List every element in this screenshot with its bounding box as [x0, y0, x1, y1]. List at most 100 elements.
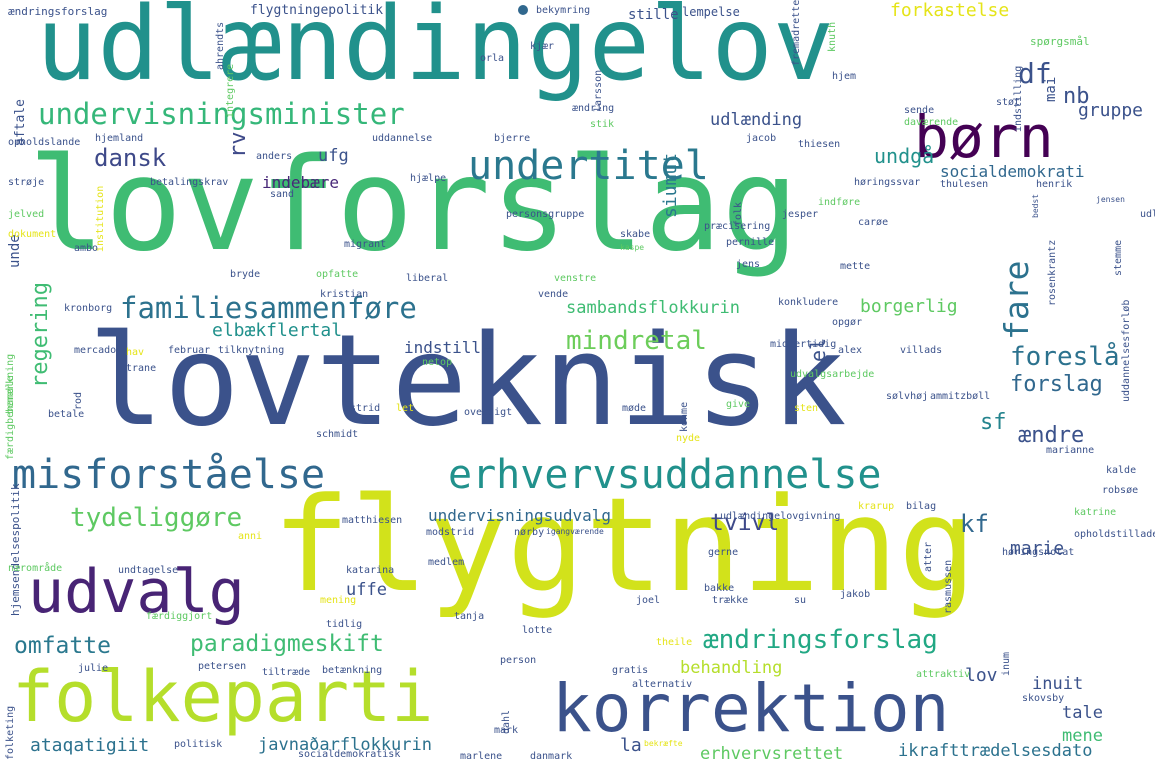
word: gratis	[612, 665, 649, 676]
word: anders	[256, 151, 293, 162]
word: jacob	[746, 133, 777, 144]
word: bjerre	[494, 133, 531, 144]
word: stemme	[1113, 239, 1124, 276]
word: gerne	[708, 547, 739, 558]
word: venstre	[554, 273, 597, 284]
word: df	[1018, 57, 1052, 90]
word: opfatte	[316, 269, 359, 280]
word: sten	[794, 403, 819, 414]
word: rod	[73, 391, 84, 410]
word: behandling	[680, 658, 783, 678]
word: flygtningepolitik	[250, 3, 384, 18]
word: orla	[480, 53, 505, 64]
word: nb	[1063, 84, 1090, 109]
word: theile	[656, 637, 693, 648]
word: tidlig	[326, 619, 363, 630]
word: mette	[840, 261, 871, 272]
word: socialdemokratisk	[298, 749, 401, 760]
word: give	[726, 399, 751, 410]
word: jesper	[782, 209, 819, 220]
word: ikrafttrædelsesdato	[898, 741, 1093, 761]
word: marianne	[1046, 445, 1095, 456]
word: midlertidig	[770, 339, 837, 350]
word: ahrendts	[215, 21, 226, 70]
word: javnaðarflokkurin	[258, 735, 432, 755]
word: bilag	[906, 501, 937, 512]
word: marie	[1010, 538, 1065, 559]
word: bryde	[230, 269, 261, 280]
word: indstilling	[1013, 65, 1024, 132]
word: let	[396, 403, 415, 414]
word: danmark	[530, 751, 573, 762]
word: lempelse	[682, 5, 740, 19]
word: tvivl	[710, 510, 780, 536]
word: opgør	[832, 317, 863, 328]
word: bedst	[1031, 193, 1040, 218]
word: tiltræde	[262, 667, 311, 678]
word: korrektion	[552, 670, 950, 747]
word: joel	[636, 595, 661, 606]
word: robsøe	[1102, 485, 1139, 496]
word: sand	[270, 189, 295, 200]
word: rosenkrantz	[1047, 239, 1058, 306]
word: pernille	[726, 237, 775, 248]
word: nærområde	[8, 563, 63, 574]
word: uddannelsesforløb	[1121, 299, 1132, 402]
word: udlænding	[710, 110, 803, 130]
word: tanja	[454, 611, 485, 622]
word: hjem	[832, 71, 857, 82]
word: opholdslande	[8, 137, 81, 148]
word: katarina	[346, 565, 395, 576]
word: krarup	[858, 501, 895, 512]
word: betale	[48, 409, 85, 420]
word: alternativ	[632, 679, 693, 690]
word: undervisningsminister	[38, 97, 405, 131]
word: tilknytning	[218, 345, 285, 356]
word: marlene	[460, 751, 503, 762]
word: hav	[126, 347, 145, 358]
word: forslag	[1010, 372, 1103, 397]
word: udvalgsarbejde	[790, 369, 875, 380]
word: petersen	[198, 661, 247, 672]
word: udlændingelovforslag	[1140, 209, 1155, 220]
word: oversigt	[464, 407, 513, 418]
word: su	[794, 595, 807, 606]
word: tydeliggøre	[70, 503, 243, 533]
word: carøe	[858, 217, 889, 228]
word: inuit	[1032, 674, 1084, 694]
word: nyde	[676, 433, 701, 444]
word: høringssvar	[854, 177, 921, 188]
word: lotte	[522, 625, 553, 636]
word: jensen	[1096, 195, 1125, 204]
word: kristian	[320, 289, 369, 300]
word: opholdstilladelse	[1074, 529, 1155, 540]
word: thulesen	[940, 179, 989, 190]
word: alex	[838, 345, 863, 356]
word: modstrid	[426, 527, 475, 538]
word: undtagelse	[118, 565, 179, 576]
word: igangværende	[546, 527, 604, 536]
word: anni	[238, 531, 263, 542]
word: folkeparti	[12, 656, 434, 738]
word: omfatte	[14, 633, 111, 659]
word: spørgsmål	[1030, 35, 1090, 48]
word: mai	[1043, 76, 1059, 102]
word: udvalg	[28, 557, 245, 627]
word: rasmussen	[943, 559, 954, 614]
word: thiesen	[798, 139, 841, 150]
word: kjær	[530, 41, 555, 52]
word: knuth	[827, 21, 838, 52]
word: dokument	[8, 229, 57, 240]
word: erhvervsrettet	[700, 744, 844, 764]
word: undervisningsudvalg	[428, 506, 612, 525]
word: mening	[320, 595, 357, 606]
word: medlem	[428, 557, 465, 568]
word: kaspe	[620, 243, 645, 252]
word: lovforslag	[28, 131, 799, 280]
word: sende	[904, 105, 935, 116]
word: børn	[914, 103, 1054, 171]
word: folketing	[5, 705, 16, 760]
word: sf	[980, 410, 1007, 435]
word: daværende	[904, 117, 959, 128]
